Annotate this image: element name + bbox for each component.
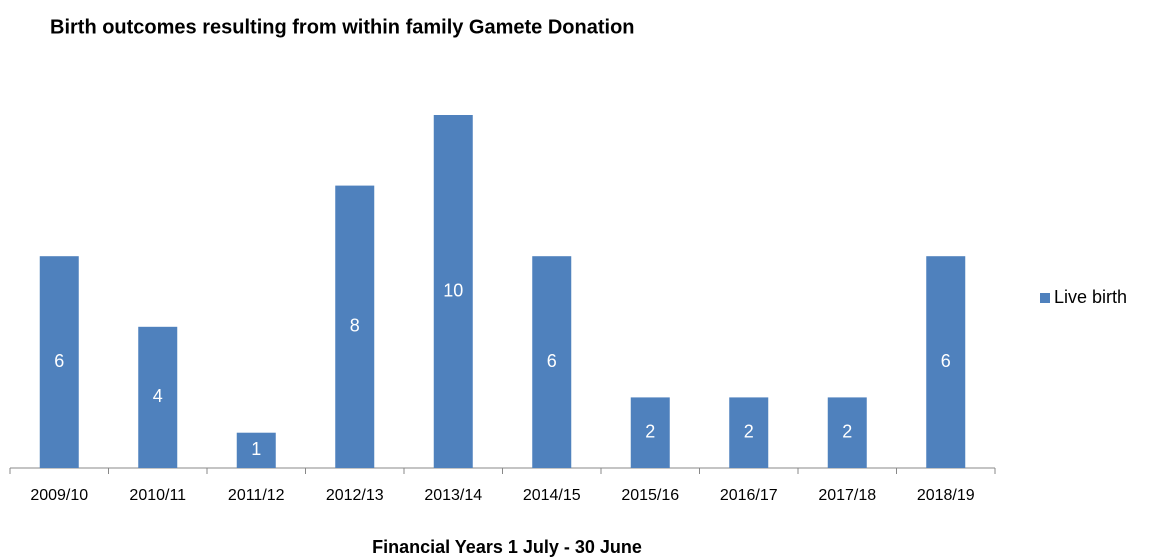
data-label: 6 <box>54 351 64 371</box>
bar <box>138 326 178 468</box>
legend-label: Live birth <box>1054 287 1127 307</box>
bar <box>433 115 473 468</box>
bar <box>236 432 276 468</box>
x-tick-label: 2010/11 <box>129 487 186 504</box>
x-axis-label: Financial Years 1 July - 30 June <box>372 537 642 557</box>
x-tick-label: 2014/15 <box>523 487 581 504</box>
x-tick-label: 2013/14 <box>424 487 482 504</box>
bar <box>532 256 572 468</box>
x-tick-label: 2018/19 <box>917 487 975 504</box>
data-label: 4 <box>153 386 163 406</box>
x-tick-label: 2015/16 <box>621 487 679 504</box>
bar <box>827 397 867 468</box>
data-label: 6 <box>941 351 951 371</box>
bar <box>335 185 375 468</box>
bar <box>729 397 769 468</box>
x-tick-label: 2017/18 <box>818 487 876 504</box>
legend-swatch <box>1040 293 1050 303</box>
data-label: 6 <box>547 351 557 371</box>
data-label: 2 <box>842 421 852 441</box>
data-label: 10 <box>443 280 463 300</box>
chart-title: Birth outcomes resulting from within fam… <box>50 16 635 38</box>
x-tick-label: 2009/10 <box>30 487 88 504</box>
data-label: 2 <box>645 421 655 441</box>
x-tick-label: 2011/12 <box>228 487 285 504</box>
data-label: 2 <box>744 421 754 441</box>
x-tick-label: 2012/13 <box>326 487 384 504</box>
x-tick-label: 2016/17 <box>720 487 778 504</box>
bar <box>926 256 966 468</box>
bar <box>39 256 79 468</box>
bar <box>630 397 670 468</box>
data-label: 1 <box>251 439 261 459</box>
data-label: 8 <box>350 316 360 336</box>
